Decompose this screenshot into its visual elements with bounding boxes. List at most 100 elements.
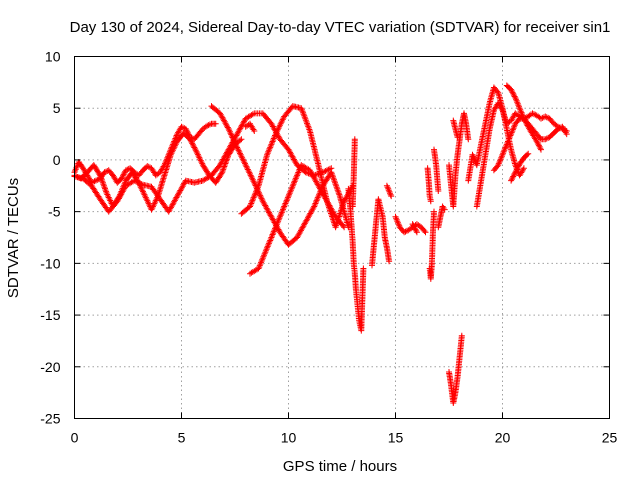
data-point [511, 93, 518, 100]
data-point [542, 113, 549, 120]
data-point [269, 231, 276, 238]
data-point [530, 111, 537, 118]
y-tick-label: 5 [53, 100, 61, 116]
series-track6 [247, 162, 348, 277]
data-point [310, 204, 317, 211]
series-track11 [383, 182, 395, 200]
data-point [535, 142, 542, 149]
y-tick-label: -15 [40, 307, 60, 323]
data-point [237, 137, 244, 144]
data-point [288, 185, 295, 192]
data-point [294, 172, 301, 179]
data-point [508, 177, 515, 184]
data-point [251, 193, 258, 200]
data-point [341, 224, 348, 231]
data-point [205, 122, 212, 129]
data-point [510, 90, 517, 97]
y-tick-label: -10 [40, 255, 60, 271]
data-point [279, 116, 286, 123]
data-point [458, 332, 465, 339]
data-point [296, 166, 303, 173]
plot-frame [74, 56, 610, 419]
data-point [542, 136, 549, 143]
data-point [387, 191, 394, 198]
data-point [413, 229, 420, 236]
data-point [508, 86, 515, 93]
data-point [501, 145, 508, 152]
data-point [538, 146, 544, 153]
x-axis-label: GPS time / hours [283, 458, 397, 475]
data-point [509, 89, 516, 96]
data-point [192, 145, 199, 152]
data-point [247, 172, 254, 179]
data-point [134, 179, 141, 185]
data-point [251, 179, 258, 186]
data-point [465, 136, 472, 143]
data-point [187, 137, 194, 144]
series-track24 [503, 82, 544, 153]
data-point [187, 136, 194, 143]
series-track12 [392, 213, 429, 236]
data-point [232, 141, 239, 148]
data-point [229, 134, 236, 141]
data-point [144, 163, 151, 170]
data-point [118, 175, 125, 182]
series-track13 [409, 221, 420, 236]
data-point [435, 188, 442, 194]
data-point [226, 128, 233, 135]
data-point [277, 212, 284, 219]
data-point [119, 174, 126, 181]
y-tick-label: 10 [45, 49, 61, 65]
data-point [261, 252, 267, 259]
data-point [510, 92, 517, 99]
series-track18 [446, 332, 465, 406]
data-point [193, 148, 200, 155]
data-point [91, 178, 98, 185]
data-point [534, 139, 541, 146]
data-point [360, 265, 367, 272]
x-tick-labels: 0 5 10 15 20 25 [71, 430, 618, 446]
data-point [539, 114, 546, 121]
data-point [237, 150, 243, 157]
series-track8 [345, 185, 367, 334]
data-point [238, 136, 245, 143]
data-point [336, 191, 343, 198]
data-point [413, 227, 420, 234]
y-tick-label: -25 [40, 411, 60, 427]
series-track20 [450, 117, 461, 141]
data-point [563, 131, 570, 138]
data-point [189, 140, 196, 147]
data-point [255, 265, 262, 272]
data-point [189, 141, 196, 148]
y-tick-label: -5 [48, 204, 61, 220]
data-point [224, 124, 231, 131]
data-point [274, 128, 281, 135]
data-point [535, 141, 542, 148]
data-point [515, 163, 522, 170]
y-tick-label: 0 [53, 152, 61, 168]
data-point [520, 165, 527, 172]
data-point [120, 171, 127, 178]
data-point [507, 132, 514, 139]
data-point [139, 187, 146, 194]
data-point [537, 145, 544, 152]
data-point [510, 172, 517, 179]
x-tick-label: 5 [178, 430, 186, 446]
data-point [228, 133, 235, 140]
grid [74, 56, 610, 419]
data-point [135, 179, 142, 186]
data-point [322, 168, 329, 174]
series-track25 [508, 150, 532, 184]
data-point [234, 146, 241, 152]
series-track22 [473, 100, 570, 210]
data-point [469, 151, 476, 158]
data-point [258, 258, 265, 265]
data-point [538, 115, 544, 122]
series-track2 [71, 130, 245, 213]
data-point [231, 138, 238, 145]
series-track7 [242, 120, 258, 134]
series-track19 [446, 110, 472, 210]
data-points [71, 82, 570, 406]
y-axis-label: SDTVAR / TECUs [5, 178, 22, 298]
